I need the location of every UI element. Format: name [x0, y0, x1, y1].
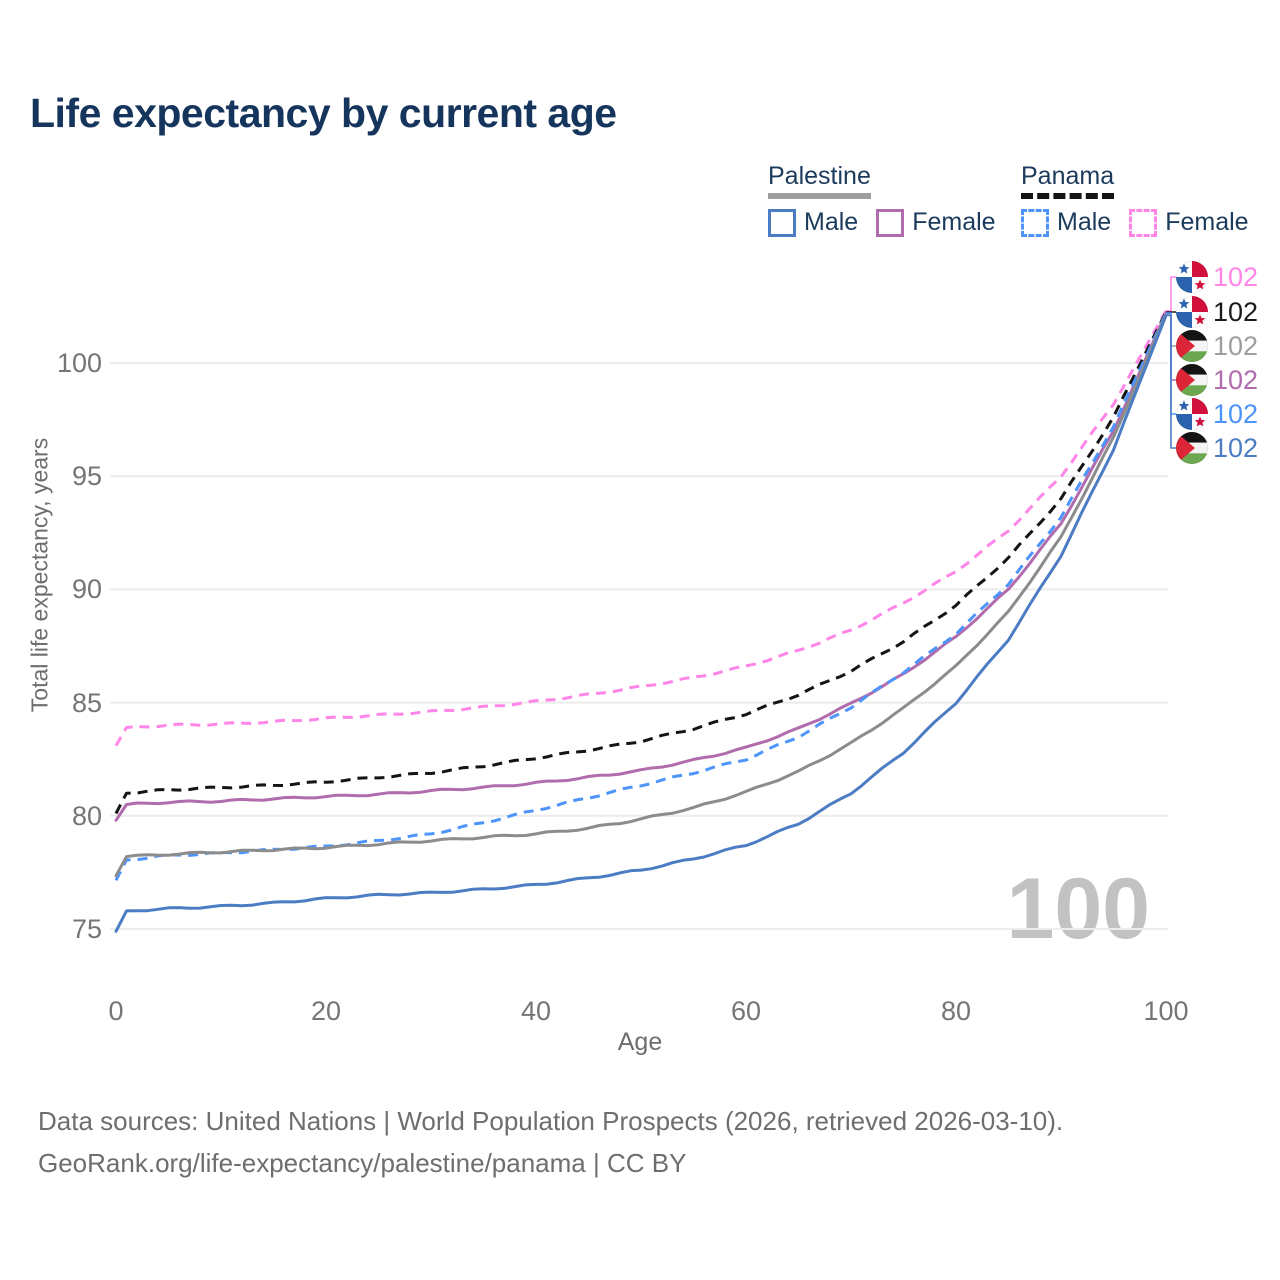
series-line-palestine-male[interactable] [114, 314, 1168, 933]
palestine-flag-icon [1175, 431, 1209, 465]
end-value-label: 102 [1213, 297, 1259, 327]
x-tick-label: 0 [108, 996, 124, 1026]
y-tick-label: 95 [71, 461, 102, 492]
legend-label-panama-male: Male [1057, 208, 1112, 236]
y-tick-label: 90 [71, 574, 102, 605]
legend-label-palestine-female: Female [912, 208, 996, 236]
end-label-connector [1166, 314, 1177, 449]
panama-female-swatch-icon [1129, 208, 1158, 237]
legend-country-palestine: Palestine [768, 162, 871, 199]
y-tick-label: 100 [56, 348, 102, 378]
series-line-panama-female[interactable] [114, 310, 1168, 747]
x-tick-label: 20 [310, 996, 342, 1026]
palestine-male-swatch-icon [768, 208, 796, 237]
footer-attribution: GeoRank.org/life-expectancy/palestine/pa… [38, 1148, 687, 1178]
legend-item-panama-female[interactable]: Female [1129, 208, 1249, 237]
legend-label-panama-female: Female [1165, 208, 1249, 236]
panama-flag-icon [1175, 295, 1209, 329]
x-tick-label: 100 [1143, 996, 1189, 1026]
y-tick-label: 80 [71, 800, 102, 831]
legend-country-panama: Panama [1021, 162, 1115, 199]
legend-item-palestine-male[interactable]: Male [768, 208, 858, 237]
legend-item-panama-male[interactable]: Male [1021, 208, 1111, 237]
series-line-panama[interactable] [114, 311, 1168, 815]
x-tick-label: 40 [520, 996, 552, 1026]
palestine-flag-icon [1175, 329, 1209, 363]
palestine-flag-icon [1175, 363, 1209, 397]
legend-label-palestine-male: Male [804, 208, 859, 236]
x-axis-title: Age [617, 1028, 663, 1056]
age-watermark: 100 [1006, 861, 1151, 957]
y-tick-label: 75 [71, 914, 102, 944]
series-line-palestine[interactable] [114, 312, 1168, 878]
end-value-label: 102 [1213, 331, 1259, 361]
panama-flag-icon [1175, 397, 1209, 431]
end-value-label: 102 [1213, 433, 1259, 463]
series-line-panama-male[interactable] [114, 312, 1168, 881]
end-value-label: 102 [1213, 399, 1259, 429]
end-label-connector [1166, 276, 1177, 312]
legend-item-palestine-female[interactable]: Female [876, 208, 996, 237]
palestine-female-swatch-icon [876, 208, 905, 237]
series-line-palestine-female[interactable] [114, 311, 1168, 822]
x-tick-label: 80 [940, 996, 972, 1026]
y-tick-label: 85 [71, 687, 102, 718]
x-tick-label: 60 [730, 996, 762, 1026]
panama-male-swatch-icon [1021, 208, 1049, 237]
legend-group-panama: Panama Male Female [1021, 162, 1249, 237]
legend-group-palestine: Palestine Male Female [768, 162, 996, 237]
panama-flag-icon [1175, 260, 1209, 294]
footer-data-sources: Data sources: United Nations | World Pop… [38, 1106, 1064, 1136]
end-value-label: 102 [1213, 365, 1259, 395]
page-title: Life expectancy by current age [30, 90, 617, 136]
end-value-label: 102 [1213, 262, 1259, 292]
